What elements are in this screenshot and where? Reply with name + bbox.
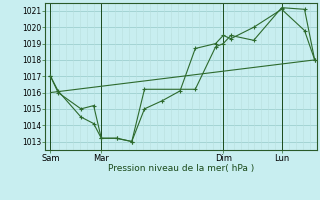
X-axis label: Pression niveau de la mer( hPa ): Pression niveau de la mer( hPa ) <box>108 164 254 173</box>
